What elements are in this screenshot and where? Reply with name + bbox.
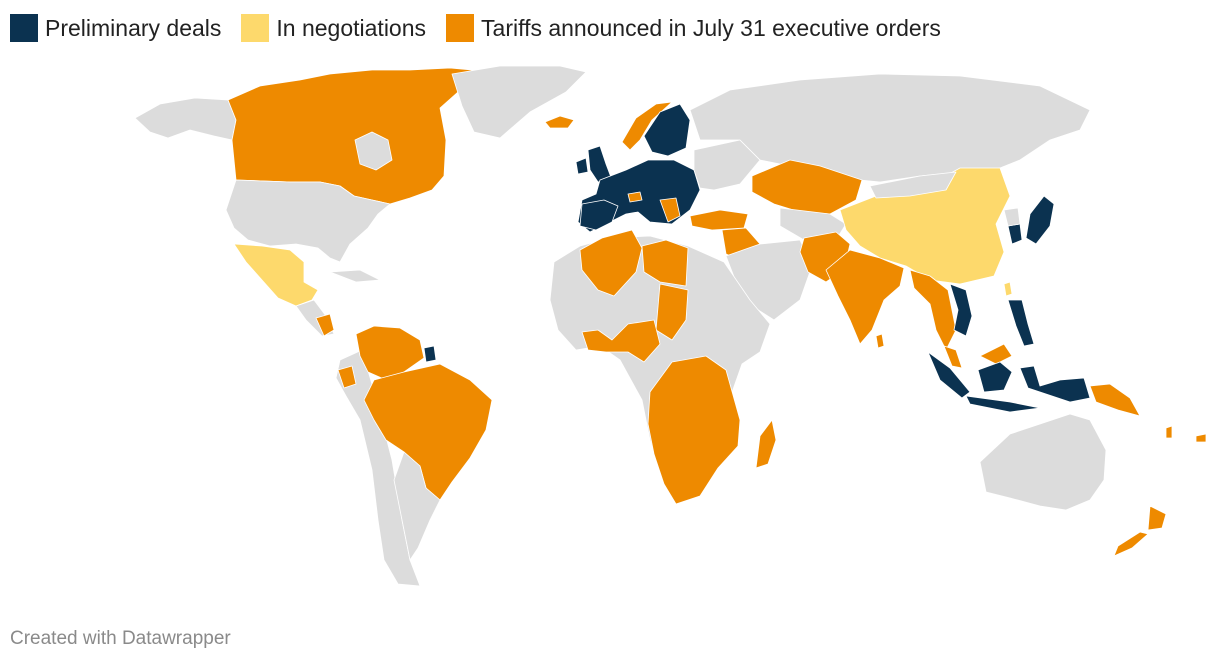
region-chad-sudan (655, 283, 689, 341)
region-mongolia (869, 171, 957, 199)
region-turkey (689, 209, 749, 231)
region-borneo-malaysia (979, 343, 1013, 365)
world-map (134, 65, 1207, 587)
region-philippines (1007, 299, 1035, 347)
region-sri-lanka (875, 333, 885, 349)
region-india (825, 249, 905, 345)
region-new-zealand (1113, 505, 1167, 557)
region-morocco-algeria (579, 229, 643, 297)
region-switzerland (627, 191, 643, 203)
region-nicaragua (315, 313, 335, 337)
region-hudson-bay (354, 131, 393, 171)
region-north-korea (1003, 207, 1021, 227)
region-french-guiana (423, 345, 437, 363)
region-indonesia-java (965, 395, 1041, 413)
legend-item-preliminary-deals: Preliminary deals (10, 14, 235, 42)
legend-item-tariffs-announced: Tariffs announced in July 31 executive o… (446, 14, 955, 42)
region-central-south-africa (647, 355, 741, 505)
region-iceland (544, 115, 575, 129)
region-taiwan (1003, 281, 1013, 297)
map-legend: Preliminary deals In negotiations Tariff… (10, 12, 961, 44)
region-mexico (233, 243, 319, 307)
region-greenland (451, 65, 587, 139)
region-cuba (329, 269, 381, 283)
region-ireland (575, 157, 589, 175)
region-west-africa (581, 319, 661, 363)
legend-swatch-tariffs-announced (446, 14, 475, 42)
region-ecuador (337, 365, 357, 389)
region-malaysia (943, 345, 963, 369)
region-japan (1025, 195, 1055, 245)
region-vietnam (949, 283, 973, 337)
region-usa (225, 179, 391, 263)
legend-item-in-negotiations: In negotiations (241, 14, 440, 42)
region-brazil (363, 363, 493, 501)
region-indonesia-borneo (977, 361, 1013, 393)
footer-credit: Created with Datawrapper (10, 628, 231, 649)
region-argentina-chile (393, 451, 441, 561)
region-indonesia-east (1019, 365, 1091, 403)
region-kazakhstan (751, 159, 863, 215)
legend-swatch-preliminary-deals (10, 14, 38, 42)
region-libya (641, 239, 689, 287)
region-papua-new-guinea (1089, 383, 1141, 417)
legend-swatch-in-negotiations (241, 14, 270, 42)
legend-label: Preliminary deals (45, 14, 222, 41)
region-madagascar (755, 419, 777, 469)
region-south-korea (1007, 223, 1023, 245)
region-pacific-islands (1165, 425, 1207, 443)
legend-label: Tariffs announced in July 31 executive o… (481, 14, 941, 41)
region-spain (579, 199, 619, 231)
legend-label: In negotiations (276, 14, 427, 41)
region-balkans (659, 197, 681, 223)
region-nordics-eu (643, 103, 691, 157)
region-australia (979, 413, 1107, 511)
region-indonesia-sumatra (927, 351, 971, 399)
region-colombia-venezuela (355, 325, 425, 381)
region-alaska (134, 97, 237, 141)
